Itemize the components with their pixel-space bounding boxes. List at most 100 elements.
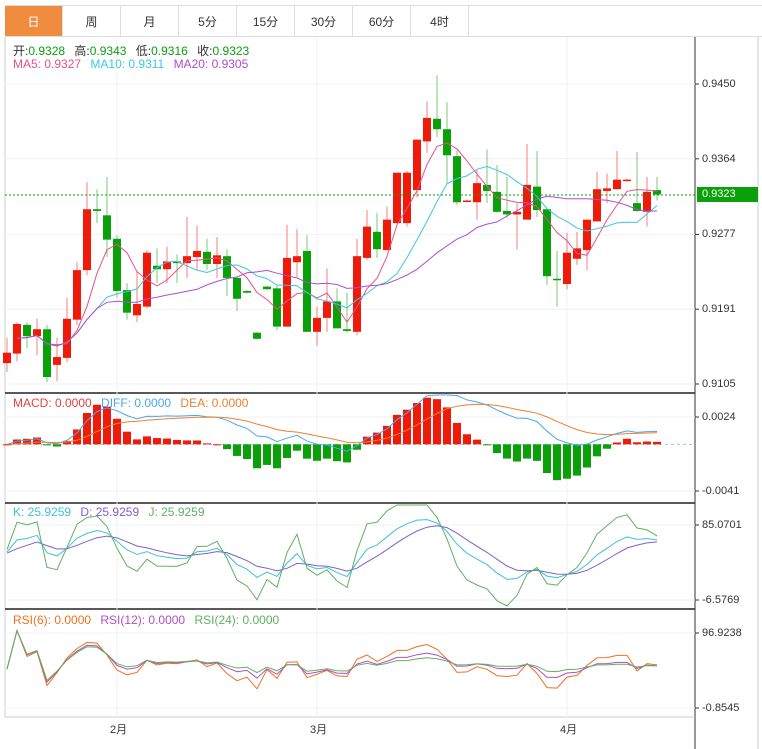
ma10-label: MA10: 0.9311 xyxy=(90,57,165,71)
tab-month[interactable]: 月 xyxy=(121,6,179,36)
macd-bar xyxy=(503,444,511,459)
candle-up xyxy=(623,179,631,182)
candle-down xyxy=(223,256,231,278)
rsi24-line xyxy=(6,629,658,682)
macd-bar xyxy=(453,422,461,445)
rsi6-line xyxy=(6,628,658,690)
d-line xyxy=(6,525,658,575)
price-tick: 0.9105 xyxy=(702,378,736,390)
price-tick: 0.9277 xyxy=(702,228,736,240)
macd-bar xyxy=(183,440,191,445)
ma10-line xyxy=(16,165,658,347)
candle-down xyxy=(203,251,211,264)
macd-bar xyxy=(243,444,251,459)
candle-down xyxy=(273,288,281,327)
tab-week[interactable]: 周 xyxy=(63,6,121,36)
tab-4hour[interactable]: 4时 xyxy=(411,6,469,36)
candle-down xyxy=(373,231,381,250)
macd-bar xyxy=(563,444,571,479)
macd-bar xyxy=(533,444,541,461)
ohlc-legend: 开:0.9328 高:0.9343 低:0.9316 收:0.9323 xyxy=(13,42,255,59)
rsi12-label: RSI(12): 0.0000 xyxy=(100,613,186,627)
macd-bar xyxy=(413,403,421,445)
dea-line xyxy=(6,403,658,445)
candle-down xyxy=(23,324,31,337)
candle-down xyxy=(243,290,251,293)
candle-down xyxy=(543,209,551,277)
candle-up xyxy=(353,256,361,332)
candle-down xyxy=(483,184,491,191)
macd-bar xyxy=(573,444,581,476)
macd-bar xyxy=(323,444,331,459)
macd-bar xyxy=(363,436,371,445)
macd-bar xyxy=(223,444,231,450)
macd-bar xyxy=(133,439,141,445)
candle-down xyxy=(453,156,461,203)
close-value: 0.9323 xyxy=(212,44,250,58)
rsi24-label: RSI(24): 0.0000 xyxy=(194,613,280,627)
tab-5min[interactable]: 5分 xyxy=(179,6,237,36)
macd-label: MACD: 0.0000 xyxy=(13,396,92,410)
candle-up xyxy=(383,219,391,251)
macd-tick: 0.0024 xyxy=(702,411,736,423)
candle-down xyxy=(633,203,641,211)
ma20-line xyxy=(16,195,658,347)
close-label: 收: xyxy=(197,44,213,58)
candle-up xyxy=(53,357,61,365)
candle-up xyxy=(33,329,41,337)
ma5-line xyxy=(16,142,658,346)
candle-down xyxy=(113,238,121,291)
diff-label: DIFF: 0.0000 xyxy=(101,396,172,410)
macd-bar xyxy=(113,418,121,445)
low-value: 0.9316 xyxy=(151,44,188,58)
candle-up xyxy=(403,172,411,224)
low-label: 低: xyxy=(135,44,152,58)
macd-bar xyxy=(193,440,201,445)
macd-bar xyxy=(423,397,431,445)
macd-bar xyxy=(143,436,151,445)
macd-bar xyxy=(3,444,11,446)
candle-down xyxy=(653,190,661,195)
macd-bar xyxy=(303,444,311,459)
k-line xyxy=(6,519,658,580)
period-tabs: 日 周 月 5分 15分 30分 60分 4时 xyxy=(5,5,762,37)
macd-bar xyxy=(603,444,611,449)
macd-bar xyxy=(483,444,491,446)
macd-bar xyxy=(213,444,221,446)
candle-down xyxy=(443,129,451,156)
kdj-legend: K: 25.9259 D: 25.9259 J: 25.9259 xyxy=(13,505,211,519)
macd-legend: MACD: 0.0000 DIFF: 0.0000 DEA: 0.0000 xyxy=(13,396,254,410)
candle-up xyxy=(643,191,651,212)
macd-bar xyxy=(333,444,341,462)
macd-bar xyxy=(473,439,481,445)
rsi-tick: -0.8545 xyxy=(702,702,740,714)
macd-bar xyxy=(263,444,271,465)
candle-up xyxy=(463,200,471,203)
candle-down xyxy=(303,250,311,332)
candle-down xyxy=(533,186,541,211)
macd-bar xyxy=(33,437,41,445)
tab-30min[interactable]: 30分 xyxy=(295,6,353,36)
candle-up xyxy=(3,352,11,364)
candle-up xyxy=(423,117,431,142)
tab-15min[interactable]: 15分 xyxy=(237,6,295,36)
macd-bar xyxy=(253,444,261,469)
macd-bar xyxy=(313,444,321,461)
macd-tick: -0.0041 xyxy=(702,485,740,497)
j-label: J: 25.9259 xyxy=(148,505,205,519)
macd-bar xyxy=(43,444,51,446)
macd-bar xyxy=(593,444,601,457)
macd-bar xyxy=(343,444,351,463)
macd-bar xyxy=(93,404,101,445)
macd-bar xyxy=(373,432,381,445)
kdj-tick: 85.0701 xyxy=(702,519,742,531)
macd-bar xyxy=(123,431,131,445)
tab-60min[interactable]: 60分 xyxy=(353,6,411,36)
candle-up xyxy=(603,188,611,191)
diff-line xyxy=(6,394,658,452)
price-tick: 0.9450 xyxy=(702,78,736,90)
tab-day[interactable]: 日 xyxy=(5,6,63,36)
candle-down xyxy=(43,329,51,378)
